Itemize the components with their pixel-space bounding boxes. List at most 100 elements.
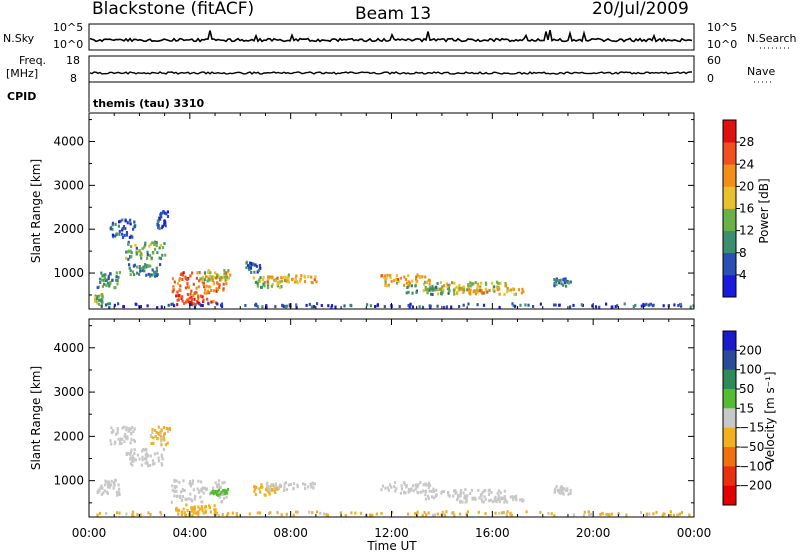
data-cell: [123, 434, 126, 438]
data-cell: [166, 215, 170, 218]
data-cell: [151, 268, 154, 272]
data-cell: [253, 263, 256, 267]
data-cell: [632, 305, 635, 309]
y-tick-label: 2000: [53, 429, 84, 443]
data-cell: [127, 240, 130, 244]
data-cell: [406, 286, 409, 289]
power-colorbar-label: Power [dB]: [757, 178, 771, 243]
data-cell: [97, 490, 100, 494]
data-cell: [206, 279, 209, 283]
data-cell: [187, 298, 190, 302]
data-cell: [127, 250, 130, 254]
data-cell: [227, 511, 230, 515]
data-cell: [521, 287, 524, 291]
data-cell: [198, 302, 201, 306]
data-cell: [469, 288, 472, 292]
data-cell: [197, 490, 200, 494]
data-cell: [427, 481, 431, 485]
data-cell: [381, 484, 384, 488]
data-cell: [253, 270, 256, 274]
data-cell: [567, 492, 570, 496]
data-cell: [270, 487, 273, 491]
data-cell: [123, 233, 126, 237]
data-cell: [97, 488, 100, 492]
data-cell: [677, 303, 680, 307]
data-cell: [555, 485, 558, 489]
data-cell: [197, 271, 200, 275]
data-cell: [192, 488, 195, 492]
data-cell: [308, 510, 311, 514]
data-cell: [163, 432, 167, 436]
data-cell: [266, 485, 269, 489]
data-cell: [469, 281, 472, 285]
data-cell: [274, 305, 277, 309]
data-cell: [315, 280, 318, 284]
data-cell: [147, 511, 150, 515]
data-cell: [210, 289, 213, 292]
data-cell: [481, 490, 484, 494]
data-cell: [163, 438, 166, 442]
data-cell: [202, 275, 205, 279]
y-tick-label: 1000: [53, 266, 84, 280]
data-cell: [256, 281, 259, 285]
data-cell: [110, 479, 113, 483]
data-cell: [185, 503, 188, 507]
data-cell: [481, 499, 484, 503]
data-cell: [349, 303, 352, 307]
data-cell: [121, 426, 124, 430]
data-cell: [159, 430, 162, 434]
data-cell: [207, 270, 210, 274]
data-cell: [190, 300, 193, 304]
data-cell: [217, 493, 220, 497]
data-cell: [250, 262, 253, 265]
data-cell: [118, 511, 121, 515]
data-cell: [466, 494, 469, 498]
data-cell: [145, 265, 148, 269]
data-cell: [359, 511, 362, 515]
data-cell: [181, 273, 185, 277]
data-cell: [114, 286, 117, 290]
data-cell: [175, 479, 178, 483]
data-cell: [263, 280, 266, 284]
data-cell: [498, 292, 501, 296]
data-cell: [266, 481, 269, 485]
data-cell: [194, 494, 197, 498]
data-cell: [217, 514, 220, 517]
data-cell: [464, 488, 467, 491]
data-cell: [212, 276, 215, 279]
data-cell: [145, 273, 148, 277]
data-cell: [299, 277, 302, 281]
data-cell: [200, 487, 203, 491]
data-cell: [190, 303, 193, 307]
data-cell: [458, 494, 461, 498]
data-cell: [563, 281, 566, 285]
data-cell: [116, 431, 119, 435]
data-cell: [182, 271, 185, 275]
data-cell: [158, 227, 161, 231]
data-cell: [223, 496, 226, 500]
data-cell: [427, 497, 430, 500]
data-cell: [308, 302, 311, 306]
data-cell: [171, 289, 175, 293]
data-cell: [143, 245, 146, 249]
data-cell: [312, 486, 315, 490]
data-cell: [645, 512, 648, 516]
data-cell: [185, 298, 188, 302]
data-cell: [197, 513, 200, 517]
data-cell: [280, 285, 283, 289]
data-cell: [310, 275, 313, 279]
data-cell: [480, 290, 483, 294]
data-cell: [456, 290, 459, 294]
data-cell: [104, 273, 107, 277]
data-cell: [173, 304, 176, 308]
data-cell: [330, 304, 334, 308]
data-cell: [423, 280, 427, 284]
data-cell: [207, 302, 210, 306]
x-axis-label: Time UT: [366, 539, 417, 553]
data-cell: [145, 455, 148, 459]
data-cell: [465, 496, 468, 500]
data-cell: [151, 462, 155, 466]
data-cell: [456, 494, 460, 498]
data-cell: [400, 487, 404, 491]
data-cell: [477, 488, 480, 492]
